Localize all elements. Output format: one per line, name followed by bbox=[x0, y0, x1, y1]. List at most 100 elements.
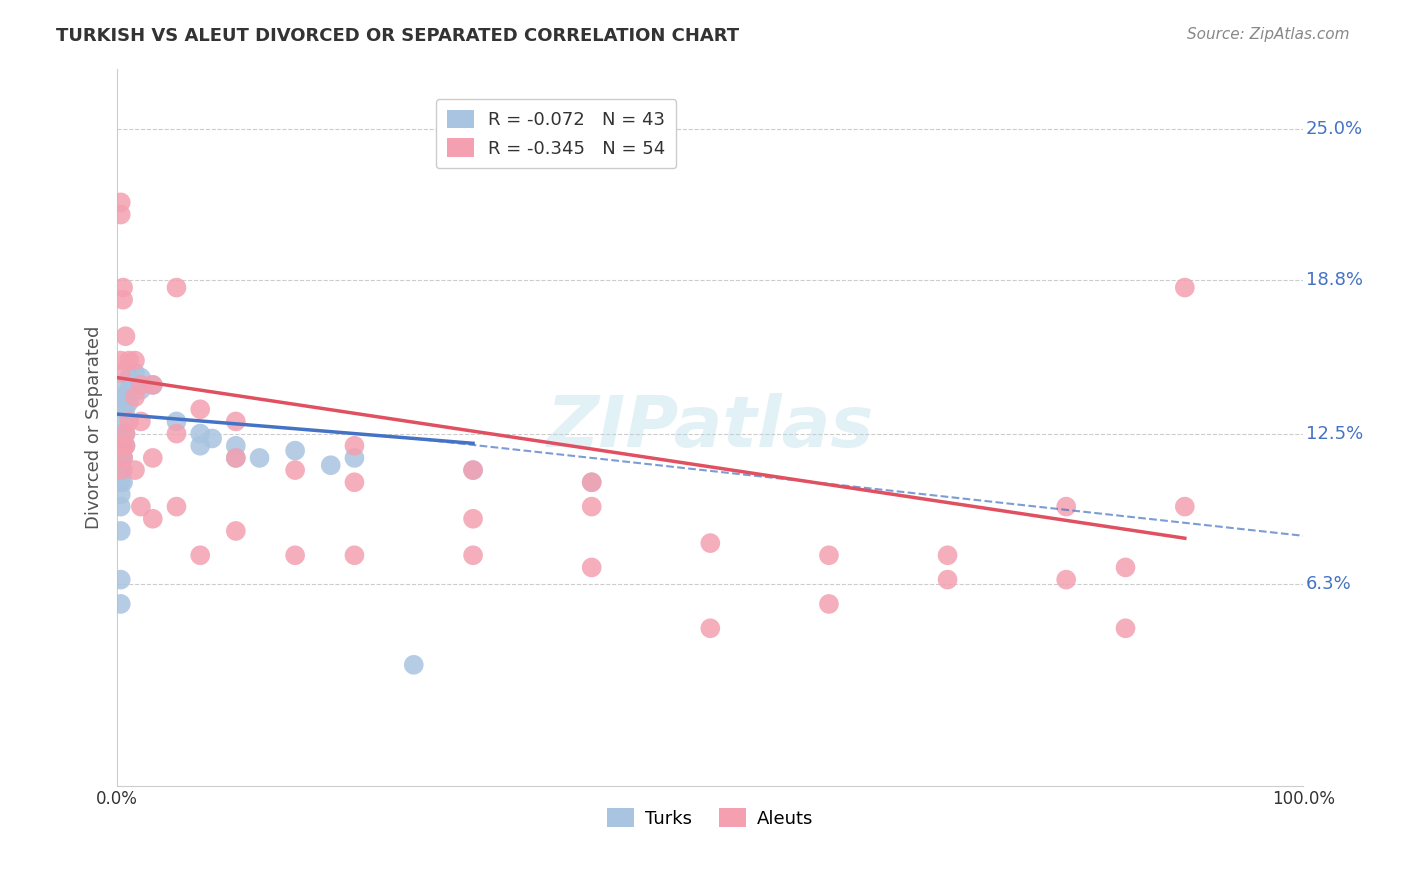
Text: 0.0%: 0.0% bbox=[96, 790, 138, 808]
Point bbox=[166, 500, 188, 514]
Point bbox=[110, 487, 132, 501]
Point bbox=[1115, 560, 1137, 574]
Text: ZIPatlas: ZIPatlas bbox=[547, 393, 875, 462]
Point bbox=[110, 353, 132, 368]
Point bbox=[112, 439, 135, 453]
Point bbox=[110, 426, 132, 441]
Point bbox=[110, 450, 132, 465]
Point bbox=[699, 536, 721, 550]
Point bbox=[936, 549, 959, 563]
Point bbox=[461, 512, 484, 526]
Point bbox=[110, 500, 132, 514]
Point bbox=[114, 378, 136, 392]
Point bbox=[110, 366, 132, 380]
Point bbox=[112, 475, 135, 490]
Point bbox=[124, 378, 146, 392]
Point bbox=[1174, 280, 1197, 294]
Point bbox=[188, 426, 211, 441]
Point bbox=[124, 353, 146, 368]
Point bbox=[1054, 573, 1077, 587]
Point bbox=[142, 512, 165, 526]
Point bbox=[284, 549, 307, 563]
Point bbox=[1115, 621, 1137, 635]
Point bbox=[461, 549, 484, 563]
Point bbox=[112, 450, 135, 465]
Point bbox=[110, 524, 132, 538]
Point bbox=[110, 463, 132, 477]
Point bbox=[581, 560, 603, 574]
Point bbox=[225, 524, 247, 538]
Point bbox=[114, 439, 136, 453]
Text: 6.3%: 6.3% bbox=[1306, 575, 1351, 593]
Point bbox=[166, 426, 188, 441]
Point bbox=[188, 402, 211, 417]
Point bbox=[124, 390, 146, 404]
Point bbox=[110, 463, 132, 477]
Point bbox=[201, 432, 224, 446]
Point bbox=[112, 414, 135, 428]
Point bbox=[118, 383, 141, 397]
Point bbox=[110, 208, 132, 222]
Point bbox=[118, 353, 141, 368]
Point bbox=[110, 597, 132, 611]
Point bbox=[166, 280, 188, 294]
Point bbox=[124, 463, 146, 477]
Point bbox=[166, 414, 188, 428]
Point bbox=[225, 414, 247, 428]
Point bbox=[129, 370, 152, 384]
Point bbox=[461, 463, 484, 477]
Point bbox=[461, 463, 484, 477]
Point bbox=[1174, 500, 1197, 514]
Point bbox=[225, 450, 247, 465]
Text: 25.0%: 25.0% bbox=[1306, 120, 1362, 138]
Point bbox=[110, 475, 132, 490]
Point bbox=[110, 573, 132, 587]
Point bbox=[112, 293, 135, 307]
Point bbox=[284, 463, 307, 477]
Text: 12.5%: 12.5% bbox=[1306, 425, 1362, 442]
Text: TURKISH VS ALEUT DIVORCED OR SEPARATED CORRELATION CHART: TURKISH VS ALEUT DIVORCED OR SEPARATED C… bbox=[56, 27, 740, 45]
Point bbox=[249, 450, 271, 465]
Point bbox=[114, 390, 136, 404]
Point bbox=[118, 395, 141, 409]
Point bbox=[114, 402, 136, 417]
Point bbox=[112, 463, 135, 477]
Point bbox=[112, 390, 135, 404]
Point bbox=[114, 439, 136, 453]
Point bbox=[319, 458, 342, 473]
Point bbox=[699, 621, 721, 635]
Point bbox=[129, 383, 152, 397]
Point bbox=[114, 329, 136, 343]
Point bbox=[114, 426, 136, 441]
Point bbox=[188, 439, 211, 453]
Point bbox=[112, 280, 135, 294]
Text: Source: ZipAtlas.com: Source: ZipAtlas.com bbox=[1187, 27, 1350, 42]
Point bbox=[402, 657, 425, 672]
Point bbox=[129, 378, 152, 392]
Y-axis label: Divorced or Separated: Divorced or Separated bbox=[86, 326, 103, 529]
Point bbox=[581, 475, 603, 490]
Point bbox=[142, 378, 165, 392]
Point bbox=[225, 439, 247, 453]
Point bbox=[343, 475, 366, 490]
Point bbox=[124, 366, 146, 380]
Point bbox=[142, 450, 165, 465]
Point bbox=[818, 549, 841, 563]
Point bbox=[114, 426, 136, 441]
Point bbox=[110, 439, 132, 453]
Point bbox=[818, 597, 841, 611]
Point bbox=[581, 500, 603, 514]
Point bbox=[110, 195, 132, 210]
Text: 100.0%: 100.0% bbox=[1272, 790, 1334, 808]
Text: 18.8%: 18.8% bbox=[1306, 271, 1362, 289]
Point bbox=[343, 549, 366, 563]
Point bbox=[343, 450, 366, 465]
Point bbox=[118, 370, 141, 384]
Point bbox=[112, 450, 135, 465]
Point bbox=[1054, 500, 1077, 514]
Point bbox=[118, 414, 141, 428]
Point bbox=[284, 443, 307, 458]
Point bbox=[112, 439, 135, 453]
Point bbox=[188, 549, 211, 563]
Point bbox=[581, 475, 603, 490]
